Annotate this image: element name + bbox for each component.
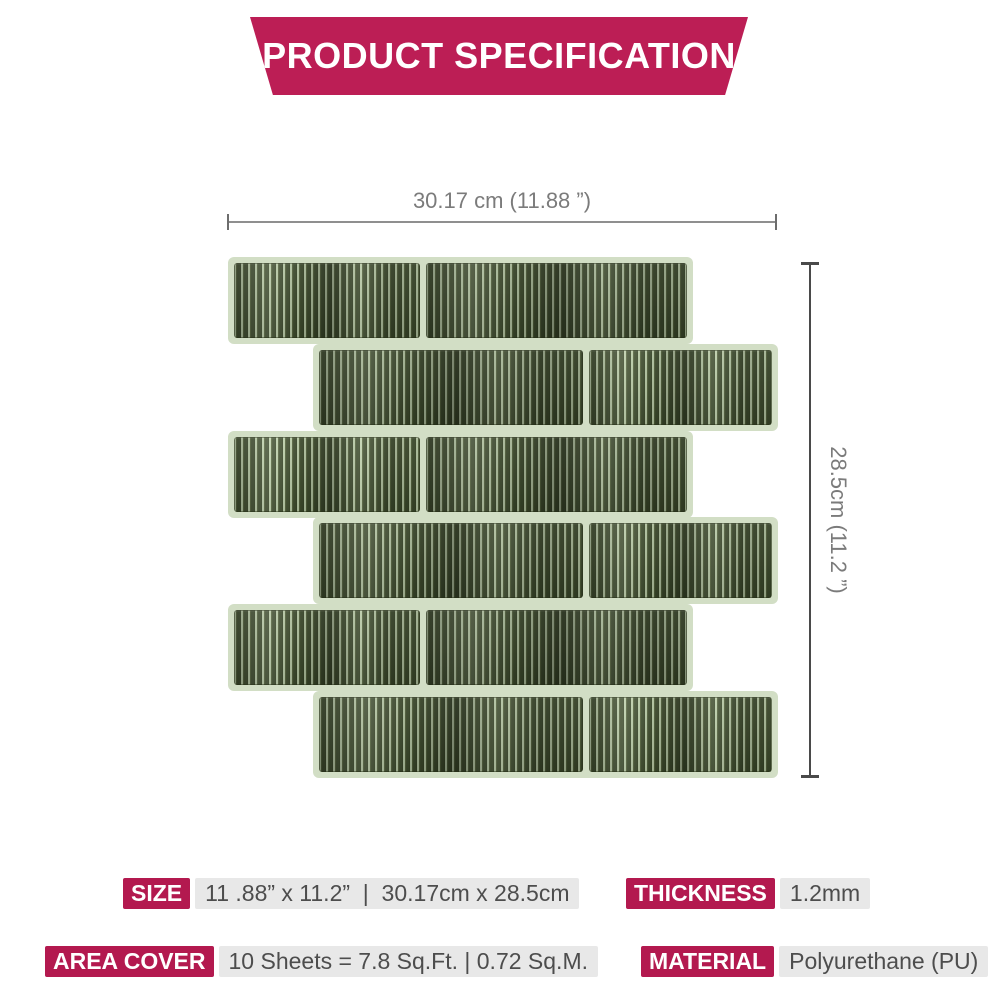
tile-row — [228, 430, 693, 518]
height-dimension-line — [801, 262, 819, 778]
tile-row — [228, 604, 693, 692]
spec-material-value: Polyurethane (PU) — [779, 946, 989, 977]
tile-brick — [425, 610, 687, 686]
spec-material-badge: MATERIAL — [641, 946, 775, 977]
width-dimension-line — [227, 214, 777, 230]
spec-thickness-badge: THICKNESS — [626, 878, 775, 909]
spec-area-cover: AREA COVER 10 Sheets = 7.8 Sq.Ft. | 0.72… — [45, 946, 598, 977]
tile-brick — [319, 697, 583, 772]
tile-brick — [234, 263, 420, 338]
spec-size-badge: SIZE — [123, 878, 191, 909]
header-banner: PRODUCT SPECIFICATION — [250, 17, 748, 95]
spec-material: MATERIAL Polyurethane (PU) — [641, 946, 989, 977]
spec-size: SIZE 11 .88” x 11.2” | 30.17cm x 28.5cm — [123, 878, 580, 909]
spec-area-cover-badge: AREA COVER — [45, 946, 214, 977]
tile-row — [313, 343, 778, 431]
tile-brick — [588, 523, 772, 599]
width-dimension-label: 30.17 cm (11.88 ”) — [412, 188, 592, 213]
page-title: PRODUCT SPECIFICATION — [262, 35, 736, 76]
tile-brick — [588, 349, 772, 425]
tile-brick — [319, 349, 583, 425]
tile-brick — [234, 436, 420, 512]
tile-brick — [234, 610, 420, 686]
tile-row — [228, 257, 693, 344]
tile-brick — [319, 523, 583, 599]
spec-thickness-value: 1.2mm — [779, 878, 871, 909]
height-dimension-annotation: 28.5cm (11.2 ”) — [801, 262, 851, 778]
height-dimension-label: 28.5cm (11.2 ”) — [826, 446, 851, 594]
tile-brick — [425, 436, 687, 512]
spec-area-cover-value: 10 Sheets = 7.8 Sq.Ft. | 0.72 Sq.M. — [218, 946, 598, 977]
product-image-tile-sheet — [228, 257, 778, 778]
tile-brick — [425, 263, 687, 338]
tile-row — [313, 691, 778, 778]
tile-row — [313, 517, 778, 605]
tile-brick — [588, 697, 772, 772]
spec-thickness: THICKNESS 1.2mm — [626, 878, 871, 909]
spec-size-value: 11 .88” x 11.2” | 30.17cm x 28.5cm — [195, 878, 580, 909]
